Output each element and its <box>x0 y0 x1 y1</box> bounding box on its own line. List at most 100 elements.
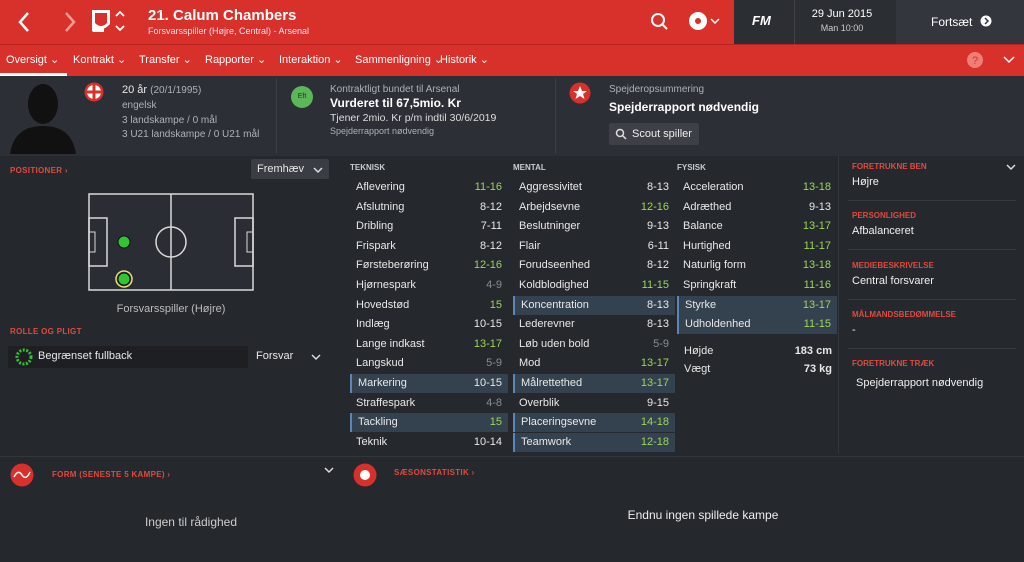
contract-badge: Eft <box>291 86 313 108</box>
attribute-name: Frispark <box>356 239 396 252</box>
tab[interactable]: Transfer ⌄ <box>139 54 192 66</box>
attribute-row: Løb uden bold 5-9 <box>513 335 675 354</box>
continue-label[interactable]: Fortsæt <box>931 15 973 29</box>
attribute-row: Acceleration 13-18 <box>677 178 837 197</box>
tab[interactable]: Sammenligning ⌄ <box>355 54 444 66</box>
column-heading: TEKNISK <box>350 163 386 172</box>
attribute-name: Flair <box>519 239 541 252</box>
help-icons[interactable]: ? <box>966 51 1016 69</box>
side-value: Spejderrapport nødvendig <box>856 377 984 389</box>
attribute-row: Afslutning 8-12 <box>350 198 508 217</box>
season-empty: Endnu ingen spillede kampe <box>627 508 779 522</box>
attribute-row: Førsteberøring 12-16 <box>350 256 508 275</box>
tab-label[interactable]: Sammenligning <box>355 54 431 66</box>
season-heading[interactable]: SÆSONSTATISTIK › <box>394 468 475 477</box>
physique-label: Vægt <box>684 363 711 375</box>
attribute-name: Teknik <box>356 435 388 448</box>
tab[interactable]: Interaktion ⌄ <box>279 54 343 66</box>
tab[interactable]: Historik ⌄ <box>440 54 489 66</box>
tab-label[interactable]: Historik <box>440 54 477 66</box>
role-value[interactable]: Begrænset fullback <box>38 350 133 362</box>
attribute-row: Aflevering 11-16 <box>350 178 508 197</box>
attribute-row: Aggressivitet 8-13 <box>513 178 675 197</box>
continue-button[interactable] <box>896 0 1024 44</box>
attribute-row: Flair 6-11 <box>513 237 675 256</box>
chevron <box>1006 164 1016 171</box>
season-icon <box>353 463 377 487</box>
highlight-label[interactable]: Fremhæv <box>257 163 305 175</box>
attribute-name: Førsteberøring <box>356 259 429 272</box>
positions-heading[interactable]: POSITIONER › <box>10 166 68 175</box>
attribute-row: Lederevner 8-13 <box>513 315 675 334</box>
search-icons[interactable] <box>650 11 730 33</box>
scout-button-label[interactable]: Scout spiller <box>632 128 692 140</box>
attribute-row: Springkraft 11-16 <box>677 276 837 295</box>
attribute-row: Koldblodighed 11-15 <box>513 276 675 295</box>
duty-value[interactable]: Forsvar <box>256 350 294 362</box>
attribute-row: Mod 13-17 <box>513 354 675 373</box>
tab-label[interactable]: Rapporter <box>205 54 254 66</box>
tab-label[interactable]: Oversigt <box>6 54 47 66</box>
season-heading-text[interactable]: SÆSONSTATISTIK <box>394 468 470 477</box>
attribute-name: Placeringsevne <box>521 416 597 429</box>
attribute-name: Udholdenhed <box>685 318 751 331</box>
attribute-value: 13-17 <box>802 298 831 311</box>
attribute-value: 10-14 <box>473 435 502 448</box>
side-value: - <box>852 324 856 336</box>
attribute-row: Forudseenhed 8-12 <box>513 256 675 275</box>
attribute-row: Dribling 7-11 <box>350 217 508 236</box>
fm-logo[interactable]: FM <box>752 13 771 28</box>
attribute-name: Koldblodighed <box>519 279 589 291</box>
divider <box>276 78 277 154</box>
attribute-row: Tackling 15 <box>350 413 508 433</box>
attribute-value: 10-15 <box>473 377 502 389</box>
attribute-name: Markering <box>358 377 407 389</box>
attribute-row: Udholdenhed 11-15 <box>677 315 837 335</box>
tab[interactable]: Rapporter ⌄ <box>205 54 267 66</box>
role-icon <box>15 348 33 366</box>
tab-label[interactable]: Transfer <box>139 54 180 66</box>
attribute-name: Indlæg <box>356 318 390 331</box>
dob: (20/1/1995) <box>150 85 202 96</box>
tab[interactable]: Oversigt ⌄ <box>6 54 60 66</box>
scout-icon <box>569 82 591 104</box>
side-value: Højre <box>852 176 879 188</box>
highlight-dropdown[interactable] <box>251 159 329 179</box>
tab[interactable]: Kontrakt ⌄ <box>73 54 127 66</box>
side-separator <box>848 200 1016 201</box>
contract-wage: Tjener 2mio. Kr p/m indtil 30/6/2019 <box>330 112 497 124</box>
attribute-value: 13-17 <box>473 337 502 350</box>
tab-label[interactable]: Kontrakt <box>73 54 114 66</box>
tab-label[interactable]: Interaktion <box>279 54 331 66</box>
attribute-name: Hjørnespark <box>356 279 416 291</box>
tab-underline <box>0 73 67 76</box>
attribute-row: Hjørnespark 4-9 <box>350 276 508 295</box>
attribute-name: Acceleration <box>683 181 744 193</box>
attribute-row: Langskud 5-9 <box>350 354 508 373</box>
side-separator <box>848 348 1016 349</box>
form-heading[interactable]: FORM (SENESTE 5 KAMPE) › <box>52 470 171 479</box>
contract-note: Spejderrapport nødvendig <box>330 126 435 136</box>
svg-text:?: ? <box>972 55 978 67</box>
attribute-name: Tackling <box>358 416 398 429</box>
attribute-value: 8-13 <box>646 298 669 311</box>
club-badge[interactable] <box>90 8 130 36</box>
divider <box>555 78 556 154</box>
side-value: Central forsvarer <box>852 275 934 287</box>
attribute-name: Springkraft <box>683 279 737 291</box>
scout-button[interactable] <box>609 123 699 145</box>
form-heading-text[interactable]: FORM (SENESTE 5 KAMPE) <box>52 470 165 479</box>
chevron <box>311 354 321 361</box>
search-icon <box>615 128 627 140</box>
attribute-value: 14-18 <box>640 416 669 429</box>
attribute-value: 9-15 <box>646 396 669 409</box>
attribute-value: 11-15 <box>641 279 669 291</box>
side-heading: FORETRUKNE TRÆK <box>852 359 935 368</box>
attribute-value: 4-8 <box>486 396 502 409</box>
attribute-value: 11-16 <box>474 181 502 193</box>
attribute-value: 5-9 <box>486 357 502 370</box>
attribute-row: Arbejdsevne 12-16 <box>513 198 675 217</box>
positions-heading-text[interactable]: POSITIONER <box>10 166 63 175</box>
attribute-value: 13-17 <box>802 220 831 233</box>
role-box[interactable] <box>8 346 248 368</box>
